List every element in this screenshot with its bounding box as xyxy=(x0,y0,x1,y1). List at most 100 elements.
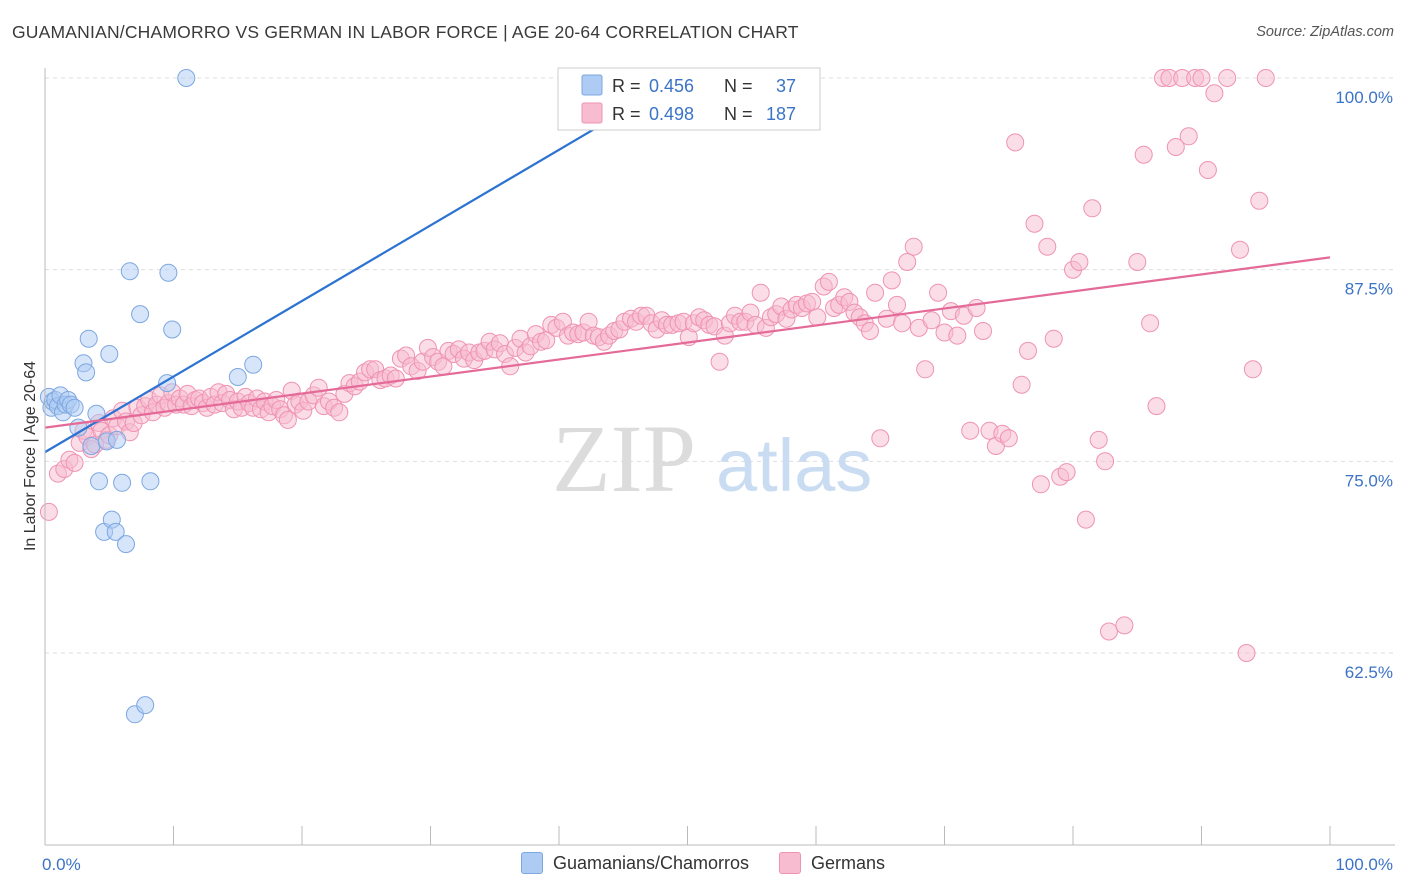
german-point xyxy=(386,369,405,388)
x-tick-label: 0.0% xyxy=(42,855,81,874)
german-point xyxy=(1250,191,1269,210)
german-point xyxy=(1115,616,1134,635)
german-point xyxy=(1070,253,1089,271)
german-point xyxy=(1218,69,1237,87)
german-point xyxy=(1083,199,1102,218)
german-point xyxy=(1231,240,1249,259)
german-point xyxy=(1237,644,1256,662)
german-point xyxy=(974,322,992,340)
watermark-zip: ZIP xyxy=(552,405,696,512)
german-point xyxy=(1044,329,1063,348)
series-legend: Guamanians/Chamorros Germans xyxy=(0,852,1406,874)
german-point xyxy=(1141,314,1160,333)
axes: 100.0% 87.5% 75.0% 62.5% 0.0% 100.0% xyxy=(42,68,1395,874)
german-point xyxy=(916,360,935,379)
german-point xyxy=(898,253,917,271)
german-point xyxy=(1179,127,1198,146)
german-point xyxy=(1089,430,1108,449)
stats-r-label-pink: R = xyxy=(612,104,641,124)
german-point xyxy=(893,314,912,333)
stats-r-value-pink: 0.498 xyxy=(649,104,694,124)
german-point xyxy=(1031,475,1050,494)
y-axis-label: In Labor Force | Age 20-64 xyxy=(22,361,39,551)
german-point xyxy=(1076,510,1095,529)
guamanian-trend-line xyxy=(44,77,682,454)
guamanian-point xyxy=(131,305,150,324)
german-point xyxy=(929,283,948,302)
german-point xyxy=(1256,69,1275,87)
chart-source: Source: ZipAtlas.com xyxy=(1256,24,1394,40)
guamanian-point xyxy=(228,368,247,386)
german-point xyxy=(803,292,822,311)
german-point xyxy=(922,311,941,330)
german-point xyxy=(1134,145,1153,164)
guamanians-points xyxy=(39,69,263,724)
german-point xyxy=(882,271,901,290)
legend-item-guamanians: Guamanians/Chamorros xyxy=(520,852,750,874)
german-point xyxy=(1147,397,1166,416)
german-point xyxy=(961,421,980,440)
stats-n-value-blue: 37 xyxy=(776,76,796,96)
guamanian-point xyxy=(77,363,96,382)
guamanian-point xyxy=(65,398,84,417)
german-point xyxy=(904,237,923,256)
stats-legend: R = 0.456 N = 37 R = 0.498 N = 187 xyxy=(557,67,821,131)
germans-points xyxy=(39,69,1275,662)
german-point xyxy=(1096,452,1115,471)
german-point xyxy=(1006,133,1025,152)
german-point xyxy=(861,322,879,340)
stats-r-value-blue: 0.456 xyxy=(649,76,694,96)
german-point xyxy=(1057,463,1076,482)
german-point xyxy=(710,352,729,371)
german-point xyxy=(278,410,297,429)
german-point xyxy=(1166,138,1185,156)
guamanian-point xyxy=(108,430,126,449)
guamanian-point xyxy=(79,329,98,348)
stats-swatch-blue xyxy=(581,74,603,96)
german-point xyxy=(819,272,838,291)
legend-swatch-pink xyxy=(779,852,802,874)
stats-n-value-pink: 187 xyxy=(766,104,796,124)
german-point xyxy=(65,453,84,472)
legend-item-germans: Germans xyxy=(779,852,885,874)
y-tick-label: 75.0% xyxy=(1345,471,1393,490)
chart-title: GUAMANIAN/CHAMORRO VS GERMAN IN LABOR FO… xyxy=(12,22,799,42)
german-point xyxy=(808,308,827,327)
x-tick-label: 100.0% xyxy=(1335,855,1393,874)
german-point xyxy=(1128,253,1147,271)
y-tick-label: 87.5% xyxy=(1345,280,1393,299)
guamanian-point xyxy=(100,345,119,363)
legend-label-guamanians: Guamanians/Chamorros xyxy=(552,852,750,873)
german-point xyxy=(866,283,885,302)
german-point xyxy=(1038,237,1057,256)
german-trend-line xyxy=(44,256,1331,429)
guamanian-point xyxy=(120,262,139,281)
german-point xyxy=(1019,341,1037,360)
guamanian-point xyxy=(113,473,132,492)
german-point xyxy=(1100,622,1118,641)
stats-r-label-blue: R = xyxy=(612,76,641,96)
y-tick-label: 100.0% xyxy=(1335,88,1393,107)
german-point xyxy=(1025,214,1044,233)
german-point xyxy=(1198,161,1217,179)
guamanian-point xyxy=(90,472,108,491)
german-point xyxy=(39,502,58,521)
guamanian-point xyxy=(106,522,125,541)
german-point xyxy=(871,429,890,448)
stats-n-label-blue: N = xyxy=(724,76,753,96)
german-point xyxy=(330,403,349,422)
legend-swatch-blue xyxy=(520,852,543,874)
guamanian-point xyxy=(136,696,155,715)
german-point xyxy=(1012,375,1031,394)
watermark-atlas: atlas xyxy=(716,424,872,507)
guamanian-point xyxy=(117,535,135,554)
german-point xyxy=(1192,69,1211,87)
guamanian-point xyxy=(244,355,263,374)
trend-lines xyxy=(44,77,1331,454)
german-point xyxy=(888,295,906,314)
guamanian-point xyxy=(159,263,178,282)
german-point xyxy=(1243,360,1262,379)
y-tick-label: 62.5% xyxy=(1345,663,1393,682)
german-point xyxy=(1205,84,1224,103)
